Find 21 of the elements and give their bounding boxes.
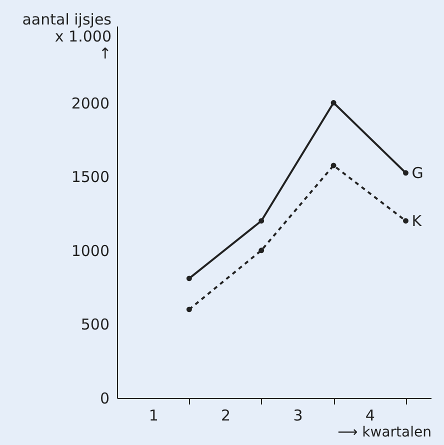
x-tick-label: 4 — [365, 406, 375, 424]
point — [186, 276, 192, 282]
point — [330, 162, 336, 168]
y-tick-label: 1000 — [71, 242, 110, 260]
series-label: G — [412, 164, 424, 182]
y-axis-title: aantal ijsjes x 1.000 ↑ — [22, 10, 112, 62]
y-tick-label: 0 — [100, 390, 110, 408]
x-tick-label: 3 — [293, 406, 303, 424]
point — [258, 218, 264, 224]
y-tick-label: 1500 — [71, 168, 110, 186]
series-label: K — [412, 212, 423, 230]
point — [402, 218, 408, 224]
y-tick-label: 500 — [80, 316, 110, 334]
y-tick-label: 2000 — [71, 94, 110, 112]
point — [402, 170, 408, 176]
point — [258, 248, 264, 254]
point — [330, 100, 336, 106]
x-tick-label: 1 — [148, 406, 158, 424]
x-tick-label: 2 — [221, 406, 231, 424]
x-axis-title: ⟶ kwartalen — [338, 424, 432, 440]
point — [186, 306, 192, 312]
